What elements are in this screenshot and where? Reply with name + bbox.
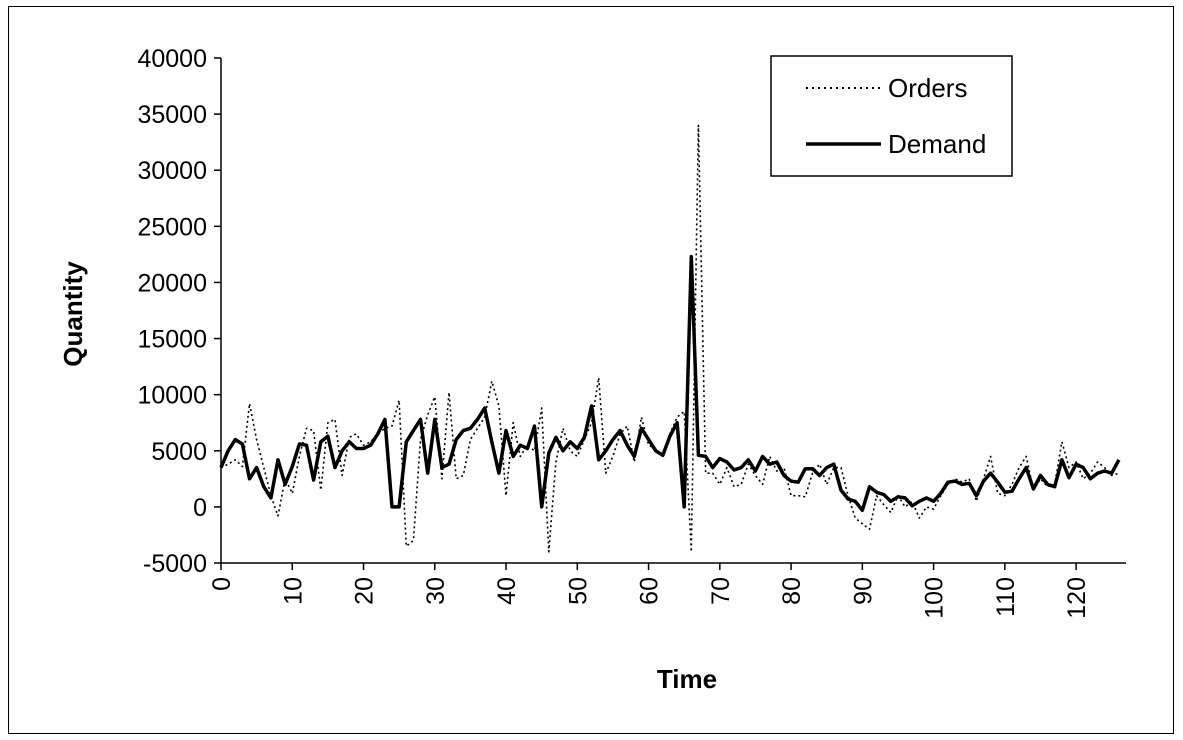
legend-box: [770, 55, 1013, 177]
series-group: [219, 124, 1121, 553]
x-tick-label: 20: [351, 577, 379, 605]
y-tick-label: -5000: [143, 550, 207, 578]
legend-label-demand: Demand: [888, 129, 986, 159]
y-tick-label: 10000: [137, 382, 207, 410]
axes: -500005000100001500020000250003000035000…: [137, 45, 1126, 619]
y-tick-label: 25000: [137, 213, 207, 241]
chart-frame: [8, 6, 1174, 734]
legend: Orders Demand: [770, 55, 1013, 177]
x-tick-label: 50: [564, 577, 592, 605]
x-tick-label: 0: [208, 577, 236, 591]
x-tick-label: 110: [992, 577, 1020, 617]
x-tick-label: 90: [849, 577, 877, 605]
x-tick-label: 120: [1063, 577, 1091, 619]
y-tick-label: 5000: [151, 438, 207, 466]
y-tick-label: 0: [193, 494, 207, 522]
x-axis-title: Time: [657, 664, 717, 694]
y-tick-label: 35000: [137, 101, 207, 129]
y-axis-title: Quantity: [58, 261, 88, 367]
y-tick-label: 40000: [137, 45, 207, 73]
legend-label-orders: Orders: [888, 73, 967, 103]
y-tick-label: 15000: [137, 326, 207, 354]
x-tick-label: 30: [422, 577, 450, 605]
y-tick-label: 20000: [137, 269, 207, 297]
y-tick-label: 30000: [137, 157, 207, 185]
x-tick-label: 60: [636, 577, 664, 605]
x-tick-label: 80: [778, 577, 806, 605]
x-tick-label: 100: [921, 577, 949, 619]
x-tick-label: 40: [493, 577, 521, 605]
series-line-orders: [220, 124, 1120, 553]
x-tick-label: 10: [279, 577, 307, 605]
series-line-demand: [219, 254, 1121, 513]
x-tick-label: 70: [707, 577, 735, 605]
